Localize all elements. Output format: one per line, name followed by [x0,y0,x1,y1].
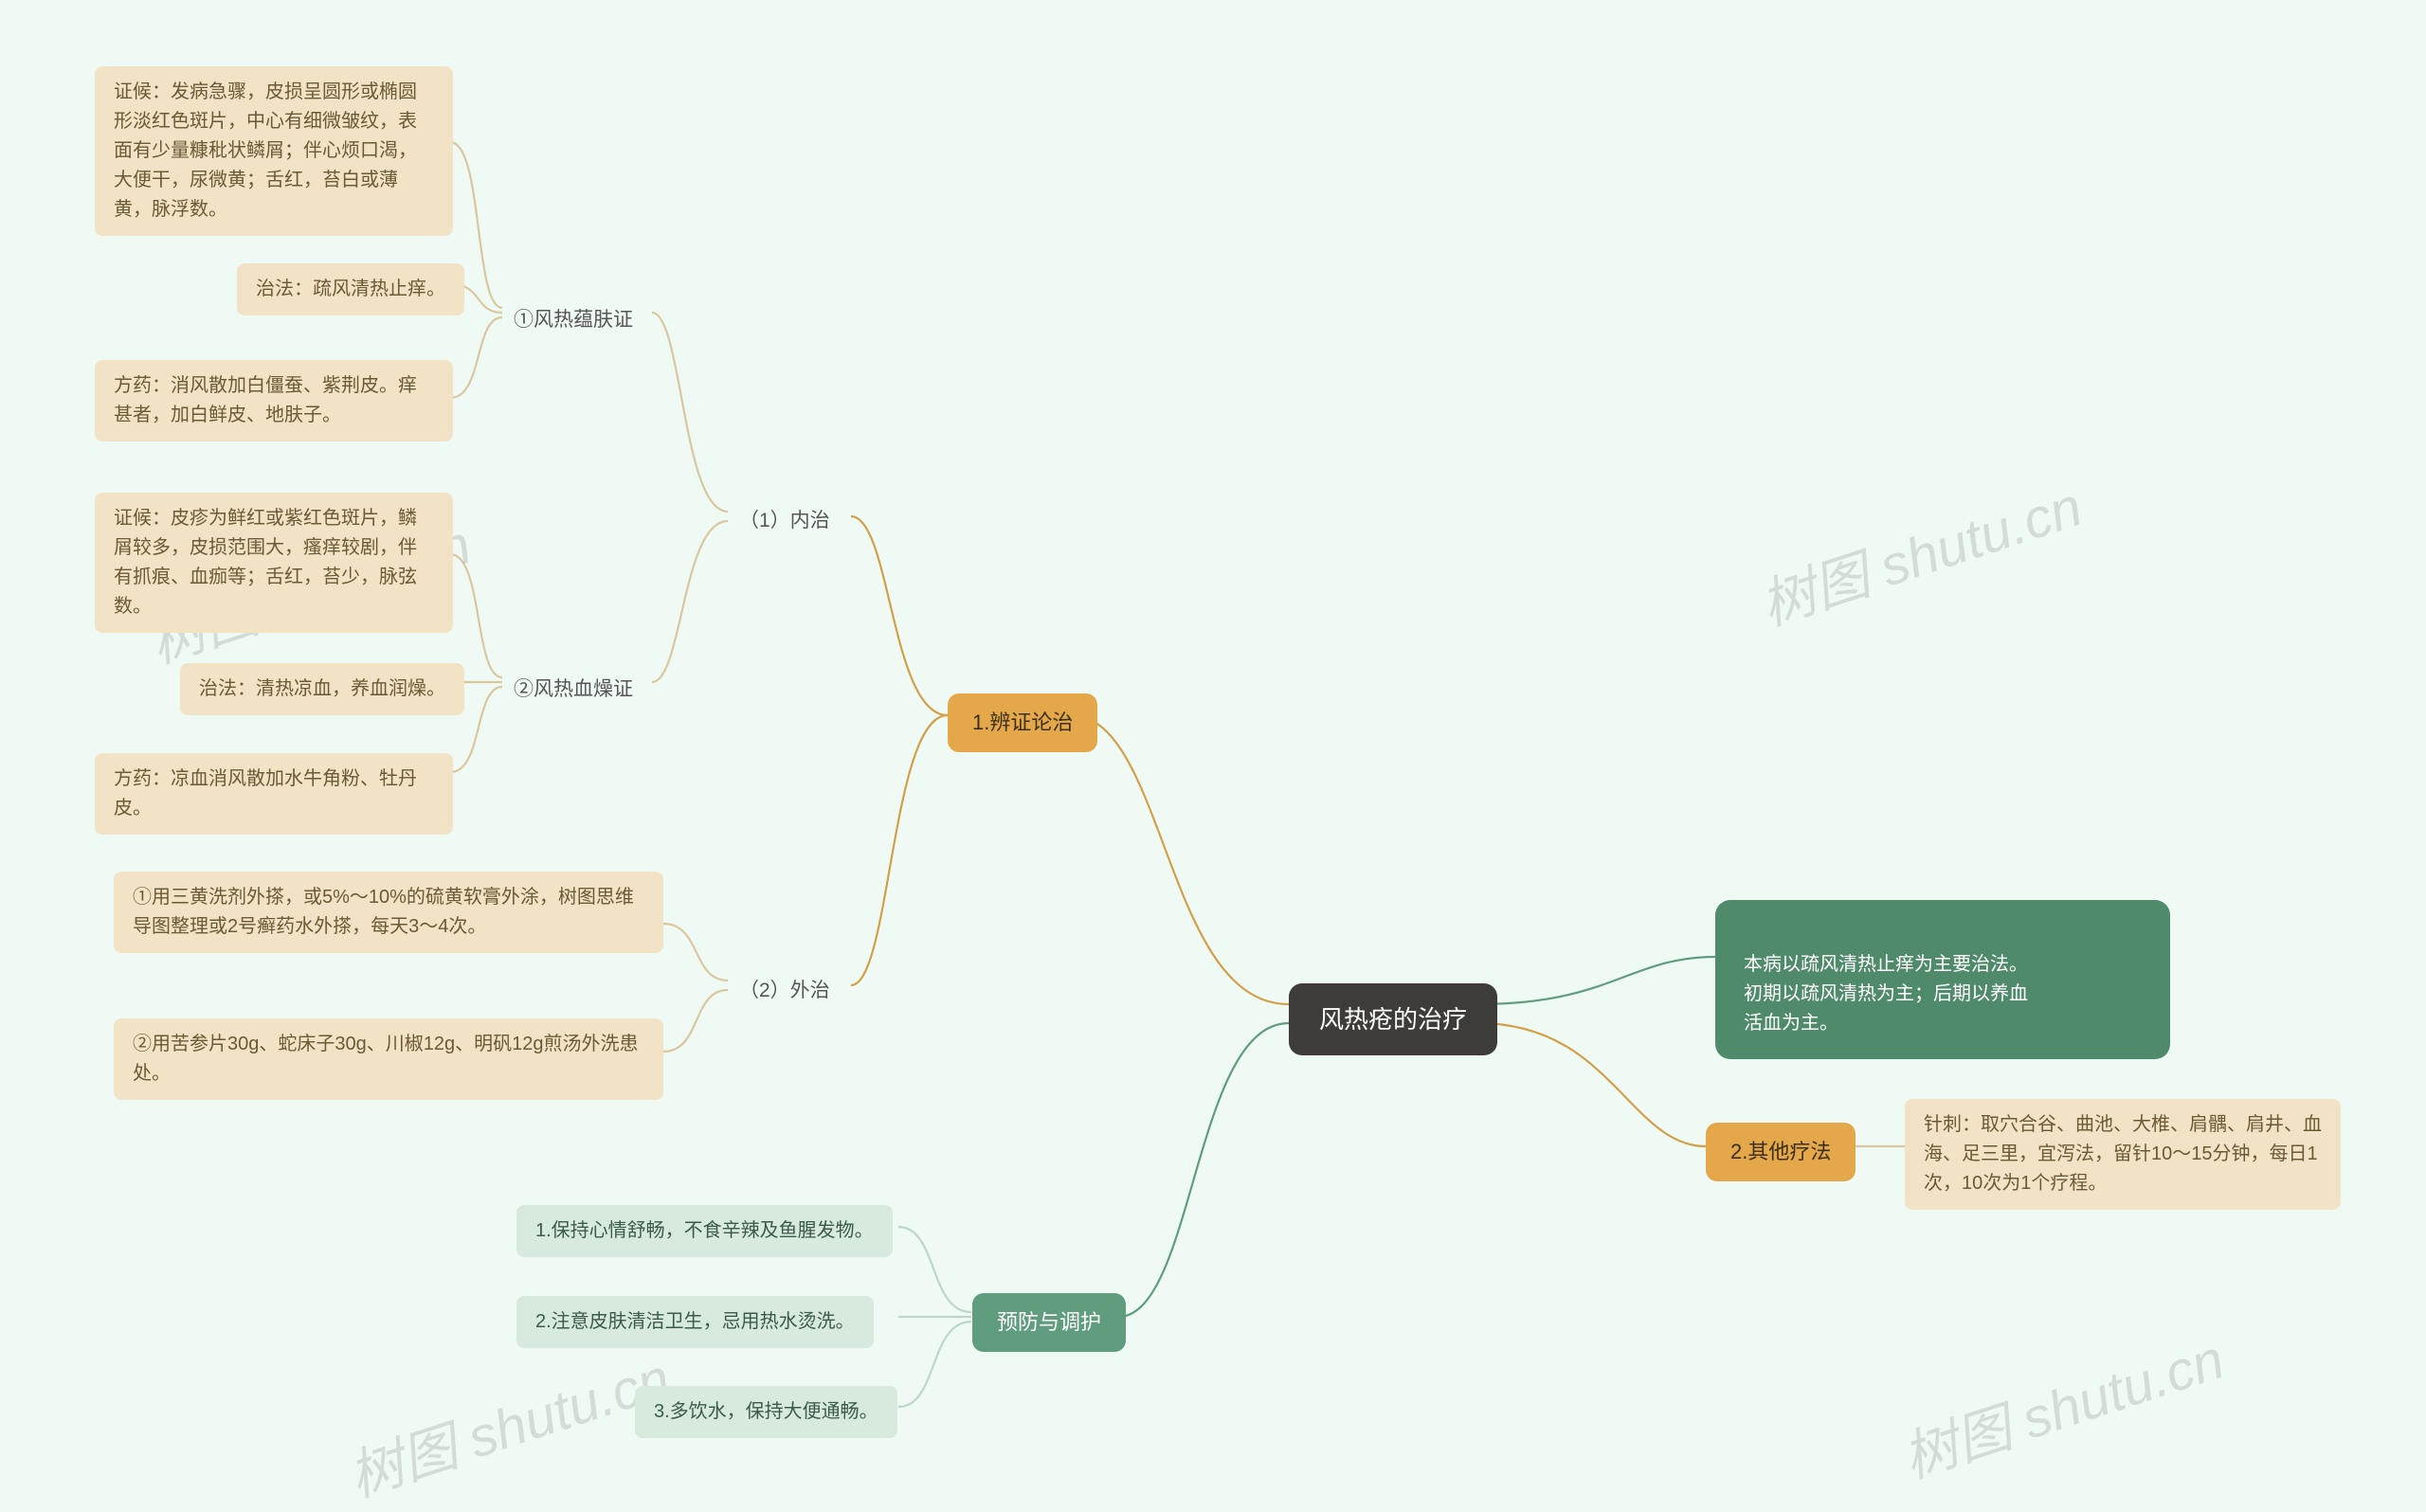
pattern-1-zheng: 证候：发病急骤，皮损呈圆形或椭圆形淡红色斑片，中心有细微皱纹，表面有少量糠秕状鳞… [95,66,453,236]
pattern-1-label: ①风热蕴肤证 [514,309,633,331]
section-1: 1.辨证论治 [948,693,1097,752]
outer-treatment: （2）外治 [730,970,840,1013]
root-label: 风热疮的治疗 [1319,1005,1467,1034]
summary-text: 本病以疏风清热止痒为主要治法。 初期以疏风清热为主；后期以养血 活血为主。 [1744,954,2028,1034]
pattern-1-zhifa: 治法：疏风清热止痒。 [237,263,464,315]
pattern-2-fangyao: 方药：凉血消风散加水牛角粉、牡丹皮。 [95,753,453,835]
prevention-item-3: 3.多饮水，保持大便通畅。 [635,1386,897,1438]
watermark: 树图 shutu.cn [1892,1315,2233,1493]
prevention-label: 预防与调护 [997,1310,1101,1334]
pattern-2-zheng: 证候：皮疹为鲜红或紫红色斑片，鳞屑较多，皮损范围大，瘙痒较剧，伴有抓痕、血痂等；… [95,493,453,633]
pattern-1: ①风热蕴肤证 [504,299,643,342]
prevention-item-1: 1.保持心情舒畅，不食辛辣及鱼腥发物。 [516,1205,893,1257]
pattern-2: ②风热血燥证 [504,669,643,711]
inner-treatment: （1）内治 [730,500,840,543]
watermark: 树图 shutu.cn [337,1334,679,1512]
outer-label: （2）外治 [739,980,830,1001]
pattern-2-zhifa: 治法：清热凉血，养血润燥。 [180,663,464,715]
prevention: 预防与调护 [972,1293,1126,1352]
section-2-detail: 针刺：取穴合谷、曲池、大椎、肩髃、肩井、血海、足三里，宜泻法，留针10～15分钟… [1905,1099,2341,1210]
section-2-label: 2.其他疗法 [1730,1140,1831,1163]
summary-node: 本病以疏风清热止痒为主要治法。 初期以疏风清热为主；后期以养血 活血为主。 [1715,900,2170,1059]
watermark: 树图 shutu.cn [1749,462,2091,640]
outer-item-1: ①用三黄洗剂外搽，或5%～10%的硫黄软膏外涂，树图思维导图整理或2号癣药水外搽… [114,872,663,953]
section-2: 2.其他疗法 [1706,1123,1856,1181]
prevention-item-2: 2.注意皮肤清洁卫生，忌用热水烫洗。 [516,1296,874,1348]
pattern-1-fangyao: 方药：消风散加白僵蚕、紫荆皮。痒甚者，加白鲜皮、地肤子。 [95,360,453,441]
inner-label: （1）内治 [739,510,830,531]
section-1-label: 1.辨证论治 [972,711,1073,734]
outer-item-2: ②用苦参片30g、蛇床子30g、川椒12g、明矾12g煎汤外洗患处。 [114,1018,663,1100]
pattern-2-label: ②风热血燥证 [514,678,633,700]
root-node: 风热疮的治疗 [1289,983,1497,1055]
